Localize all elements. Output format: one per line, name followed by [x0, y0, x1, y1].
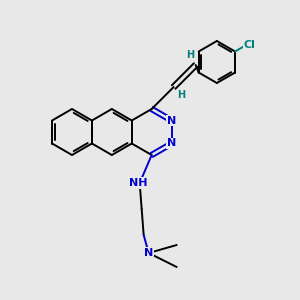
Text: Cl: Cl [243, 40, 255, 50]
Text: H: H [187, 50, 195, 60]
Text: N: N [167, 116, 176, 125]
Text: NH: NH [129, 178, 148, 188]
Text: H: H [178, 90, 186, 100]
Text: N: N [144, 248, 153, 258]
Text: N: N [167, 139, 176, 148]
